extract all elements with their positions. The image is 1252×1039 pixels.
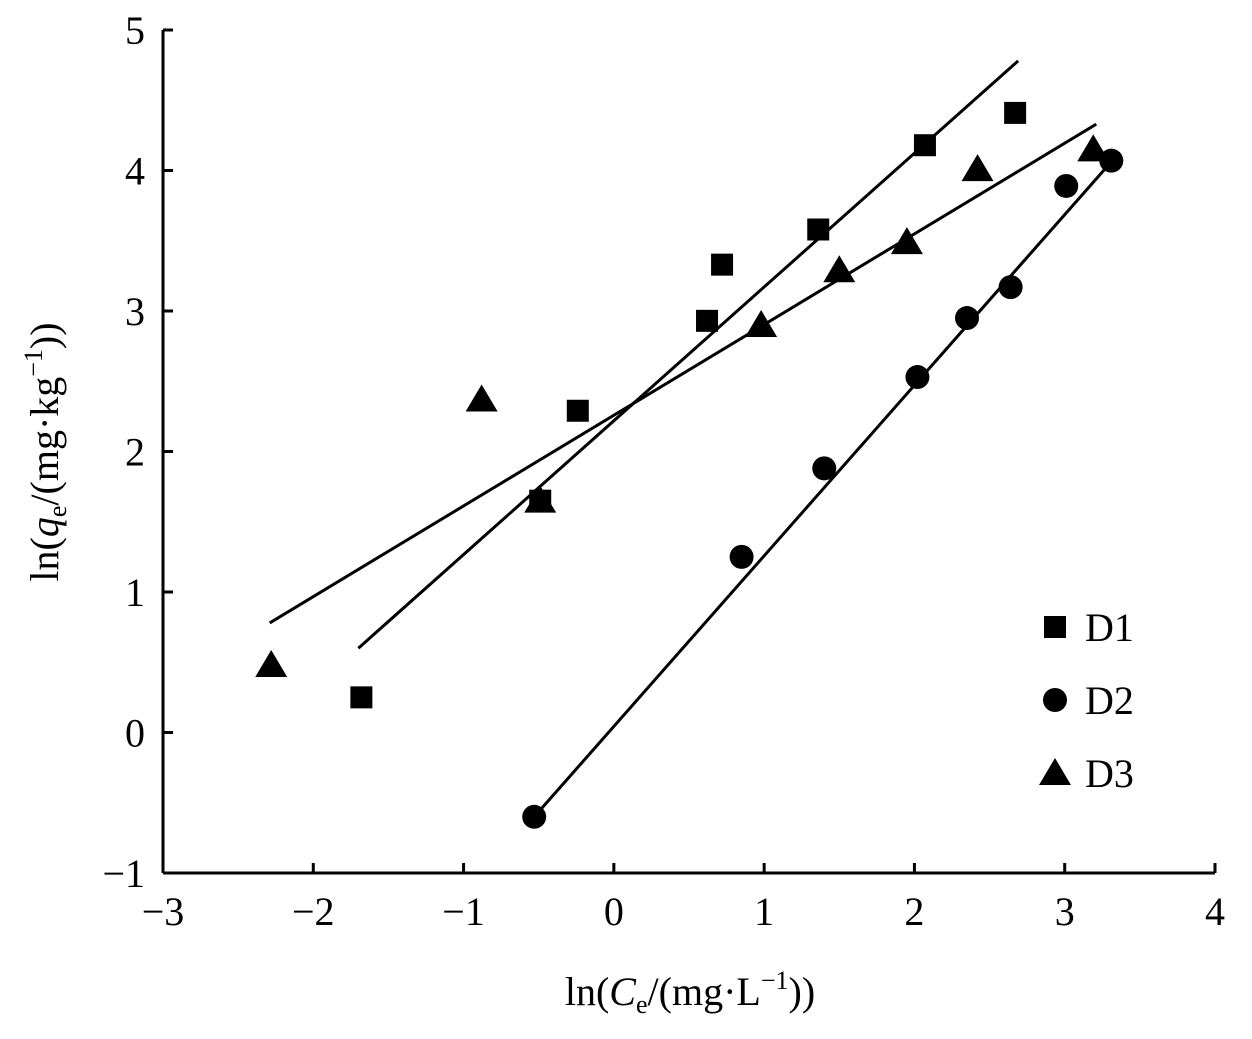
d2-point: [905, 365, 930, 390]
x-tick-label: −2: [292, 889, 335, 934]
legend-marker-d1: [1044, 616, 1066, 638]
y-tick-label: 0: [125, 711, 145, 756]
d3-point: [890, 227, 923, 255]
fit-lines: [268, 59, 1111, 818]
y-axis-label: ln(qe/(mg·kg−1)): [19, 322, 72, 581]
y-tick-label: 3: [125, 289, 145, 334]
d2-point: [812, 456, 837, 481]
y-tick-label: 1: [125, 570, 145, 615]
d1-point: [1004, 101, 1027, 124]
legend-marker-d2: [1043, 688, 1067, 712]
legend: D1 D2 D3: [1039, 605, 1134, 796]
d3-point: [465, 384, 498, 412]
d2-point: [522, 804, 547, 829]
y-tick-label: 5: [125, 8, 145, 53]
legend-label-d3: D3: [1085, 751, 1134, 796]
d2-point: [1099, 148, 1124, 173]
d2-point: [955, 306, 980, 331]
legend-marker-d3: [1039, 758, 1071, 785]
x-tick-label: 0: [604, 889, 624, 934]
d1-point: [350, 686, 373, 709]
legend-label-d1: D1: [1085, 605, 1134, 650]
d1-point: [913, 134, 936, 157]
x-tick-label: −3: [142, 889, 185, 934]
d1-point: [696, 309, 719, 332]
d3-point: [524, 485, 557, 513]
d3-point: [961, 154, 994, 182]
legend-label-d2: D2: [1085, 678, 1134, 723]
d3-point: [745, 310, 778, 338]
x-tick-label: 1: [754, 889, 774, 934]
axes: −3 −2 −1 0 1 2 3 4 −1 0 1 2 3 4 5: [102, 8, 1225, 934]
d2-point: [1054, 173, 1079, 198]
d2-point: [729, 544, 754, 569]
d2-fit-line: [533, 162, 1111, 818]
d1-point: [807, 218, 830, 241]
x-tick-label: −1: [442, 889, 485, 934]
y-tick-label: 4: [125, 149, 145, 194]
d3-point: [255, 650, 288, 678]
d1-fit-line: [357, 59, 1020, 650]
d3-point: [823, 255, 856, 283]
data-points: [255, 101, 1124, 829]
y-tick-label: −1: [102, 851, 145, 896]
x-axis-label: ln(Ce/(mg·L−1)): [565, 966, 815, 1019]
d3-fit-line: [268, 122, 1098, 625]
d2-point: [998, 275, 1023, 300]
d1-point: [711, 253, 734, 276]
x-tick-label: 3: [1055, 889, 1075, 934]
d1-point: [566, 399, 589, 422]
y-tick-label: 2: [125, 430, 145, 475]
d3-point: [1077, 134, 1110, 162]
x-tick-label: 2: [904, 889, 924, 934]
x-tick-label: 4: [1205, 889, 1225, 934]
